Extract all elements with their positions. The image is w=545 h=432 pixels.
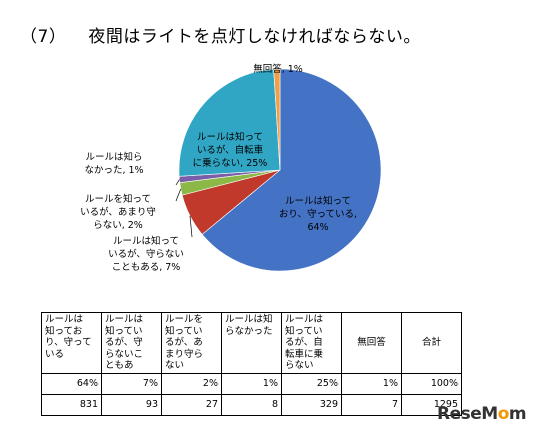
slice-label: ルールは知らなかった, 1% xyxy=(84,151,143,176)
header-cell: 合計 xyxy=(401,312,462,374)
percent-cell: 64% xyxy=(41,372,102,395)
count-cell: 8 xyxy=(221,393,282,416)
resemom-logo: ReseMom xyxy=(437,404,527,424)
percent-cell: 100% xyxy=(401,372,462,395)
count-cell: 1295 xyxy=(401,393,462,416)
count-cell: 27 xyxy=(161,393,222,416)
count-cell: 329 xyxy=(281,393,342,416)
pie-slice xyxy=(178,68,281,177)
count-cell: 831 xyxy=(41,393,102,416)
header-row: ルールは 知ってお り、守って いる ルールは 知ってい るが、守 らないこ ともあ ルールを… xyxy=(41,312,462,374)
leader-line xyxy=(189,215,193,238)
question-text: 夜間はライトを点灯しなければならない。 xyxy=(88,27,421,47)
leader-line xyxy=(175,179,180,186)
header-cell: ルールは 知ってい るが、自 転車に乗 らない xyxy=(281,312,342,374)
header-cell: ルールは 知ってい るが、守 らないこ ともあ xyxy=(101,312,162,374)
question-number: （7） xyxy=(20,27,67,47)
percent-cell: 1% xyxy=(341,372,402,395)
header-cell: 無回答 xyxy=(341,312,402,374)
header-cell: ルールを 知ってい るが、あ まり守ら ない xyxy=(161,312,222,374)
chart-title: （7） 夜間はライトを点灯しなければならない。 xyxy=(20,22,421,47)
percent-cell: 1% xyxy=(221,372,282,395)
count-cell: 7 xyxy=(341,393,402,416)
count-cell: 93 xyxy=(101,393,162,416)
pie-chart: ルールは知っており、守っている, 64% ルールは知っているが、守らないこともある,… xyxy=(80,63,382,273)
header-cell: ルールは 知ってお り、守って いる xyxy=(41,312,102,374)
count-row: 831 93 27 8 329 7 1295 xyxy=(41,393,462,416)
leader-line xyxy=(175,188,182,202)
data-table: ルールは 知ってお り、守って いる ルールは 知ってい るが、守 らないこ ともあ ルールを… xyxy=(41,312,462,416)
slice-label: 無回答, 1% xyxy=(253,63,303,75)
slice-label: ルールを知っているが、あまり守らない, 2% xyxy=(80,193,156,231)
pie-slice xyxy=(201,68,382,272)
slice-label: ルールは知っており、守っている, 64% xyxy=(279,195,357,233)
percent-cell: 25% xyxy=(281,372,342,395)
slice-label: ルールは知っているが、自転車に乗らない, 25% xyxy=(193,131,268,169)
slice-label: ルールは知っているが、守らないこともある, 7% xyxy=(108,235,184,273)
pie-slice xyxy=(273,68,281,171)
percent-row: 64% 7% 2% 1% 25% 1% 100% xyxy=(41,372,462,395)
header-cell: ルールは知 らなかった xyxy=(221,312,282,374)
percent-cell: 2% xyxy=(161,372,222,395)
percent-cell: 7% xyxy=(101,372,162,395)
